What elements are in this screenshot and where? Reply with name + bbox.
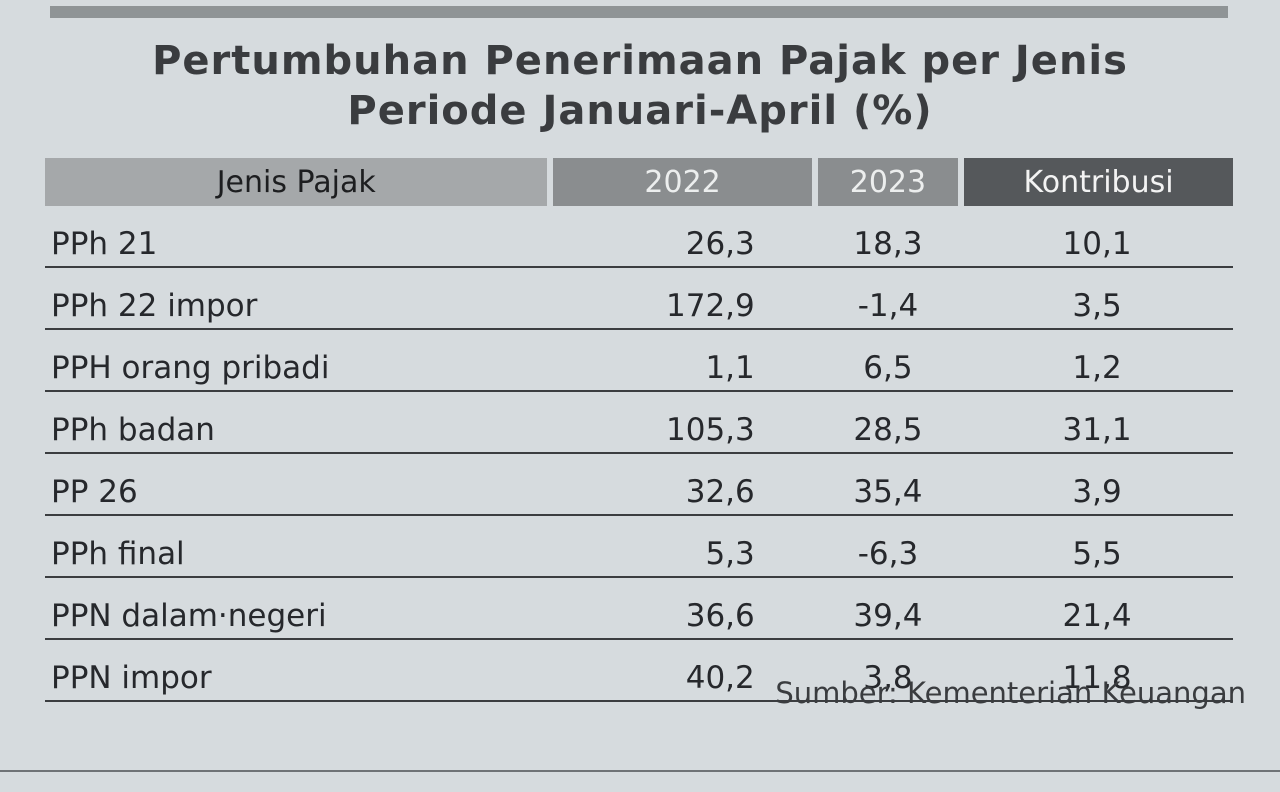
tax-type: PPh final bbox=[45, 515, 551, 578]
table-row: PPN impor 40,2 3,8 11,8 bbox=[45, 639, 1233, 702]
cell-value: 3,9 bbox=[961, 453, 1233, 516]
cell-value: 21,4 bbox=[961, 577, 1233, 640]
cell-value: 31,1 bbox=[961, 391, 1233, 454]
table-body: PPh 21 26,3 18,3 10,1 PPh 22 impor 172,9 -1,4 3… bbox=[45, 206, 1233, 702]
tax-type: PPH orang pribadi bbox=[45, 329, 551, 392]
tax-type: PP 26 bbox=[45, 453, 551, 516]
cell-value: 3,8 bbox=[814, 639, 962, 702]
table-row: PP 26 32,6 35,4 3,9 bbox=[45, 453, 1233, 516]
cell-value: 36,6 bbox=[550, 577, 815, 640]
cell-value: 1,2 bbox=[961, 329, 1233, 392]
cell-value: 5,3 bbox=[550, 515, 815, 578]
cell-value: 18,3 bbox=[814, 206, 962, 268]
table-row: PPh 21 26,3 18,3 10,1 bbox=[45, 206, 1233, 268]
source-note: Sumber: Kementerian Keuangan bbox=[775, 676, 1246, 710]
cell-value: -6,3 bbox=[814, 515, 962, 578]
cell-value: 10,1 bbox=[961, 206, 1233, 268]
cell-value: 32,6 bbox=[550, 453, 815, 516]
column-header: Kontribusi bbox=[958, 158, 1233, 206]
top-rule bbox=[50, 6, 1228, 18]
tax-type: PPN dalam·negeri bbox=[45, 577, 551, 640]
table-row: PPH orang pribadi 1,1 6,5 1,2 bbox=[45, 329, 1233, 392]
cell-value: 6,5 bbox=[814, 329, 962, 392]
tax-type: PPh badan bbox=[45, 391, 551, 454]
header-row: Jenis Pajak 2022 2023 Kontribusi bbox=[45, 158, 1233, 206]
cell-value: 11,8 bbox=[961, 639, 1233, 702]
cell-value: 172,9 bbox=[550, 267, 815, 330]
cell-value: 5,5 bbox=[961, 515, 1233, 578]
cell-value: -1,4 bbox=[814, 267, 962, 330]
cell-value: 3,5 bbox=[961, 267, 1233, 330]
table-row: PPh 22 impor 172,9 -1,4 3,5 bbox=[45, 267, 1233, 330]
cell-value: 28,5 bbox=[814, 391, 962, 454]
cell-value: 26,3 bbox=[550, 206, 815, 268]
tax-type: PPh 22 impor bbox=[45, 267, 551, 330]
table-row: PPN dalam·negeri 36,6 39,4 21,4 bbox=[45, 577, 1233, 640]
column-header: 2022 bbox=[547, 158, 815, 206]
tax-type: PPh 21 bbox=[45, 206, 551, 268]
table-row: PPh badan 105,3 28,5 31,1 bbox=[45, 391, 1233, 454]
cell-value: 105,3 bbox=[550, 391, 815, 454]
cell-value: 1,1 bbox=[550, 329, 815, 392]
cell-value: 40,2 bbox=[550, 639, 815, 702]
tax-table: Jenis Pajak 2022 2023 Kontribusi PPh 21 26,3… bbox=[45, 158, 1233, 702]
cell-value: 35,4 bbox=[814, 453, 962, 516]
subtitle: Periode Januari-April (%) bbox=[347, 88, 933, 134]
column-header: 2023 bbox=[811, 158, 962, 206]
column-header: Jenis Pajak bbox=[45, 158, 551, 206]
title: Pertumbuhan Penerimaan Pajak per Jenis bbox=[152, 38, 1128, 84]
tax-type: PPN impor bbox=[45, 639, 551, 702]
bottom-rule bbox=[0, 770, 1280, 772]
table-row: PPh final 5,3 -6,3 5,5 bbox=[45, 515, 1233, 578]
cell-value: 39,4 bbox=[814, 577, 962, 640]
